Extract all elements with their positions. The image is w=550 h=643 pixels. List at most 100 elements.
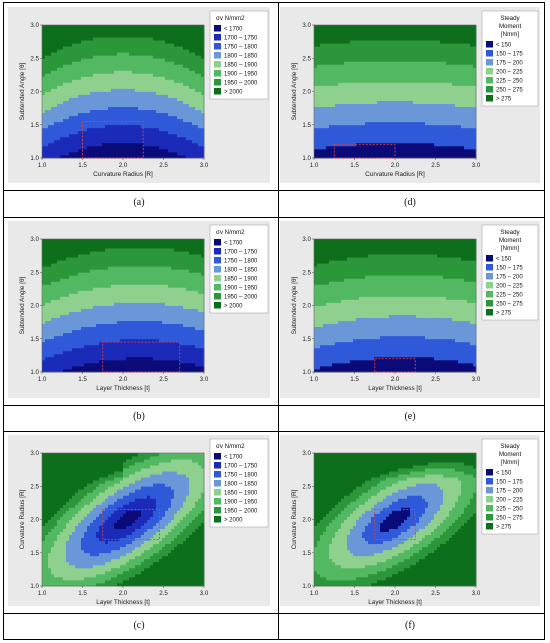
contour-cell: [449, 58, 453, 62]
contour-cell: [165, 148, 169, 153]
contour-cell: [377, 61, 381, 65]
contour-cell: [461, 106, 465, 111]
contour-cell: [344, 115, 348, 120]
contour-cell: [425, 82, 429, 86]
contour-cell: [45, 284, 49, 288]
contour-cell: [60, 121, 64, 126]
contour-cell: [449, 55, 453, 59]
contour-cell: [428, 73, 432, 77]
contour-cell: [413, 79, 417, 83]
contour-cell: [347, 154, 351, 159]
contour-cell: [111, 67, 115, 71]
contour-cell: [341, 139, 345, 144]
contour-cell: [449, 76, 453, 80]
contour-cell: [66, 25, 70, 29]
contour-cell: [356, 55, 360, 59]
contour-cell: [383, 70, 387, 74]
contour-cell: [353, 97, 357, 101]
contour-cell: [431, 58, 435, 62]
contour-cell: [428, 100, 432, 104]
contour-cell: [389, 124, 393, 129]
x-tick-label: 3.0: [472, 162, 481, 169]
contour-cell: [392, 100, 396, 104]
contour-cell: [117, 88, 121, 92]
contour-cell: [45, 248, 49, 252]
contour-cell: [467, 58, 471, 62]
contour-cell: [338, 133, 342, 138]
contour-cell: [416, 85, 420, 89]
contour-cell: [150, 46, 154, 50]
contour-cell: [455, 91, 459, 95]
contour-cell: [147, 112, 151, 117]
contour-cell: [96, 145, 100, 150]
contour-cell: [428, 55, 432, 59]
contour-cell: [458, 148, 462, 153]
contour-cell: [156, 34, 160, 38]
contour-cell: [180, 91, 184, 95]
contour-cell: [150, 67, 154, 71]
contour-cell: [162, 79, 166, 83]
contour-cell: [461, 58, 465, 62]
contour-cell: [168, 133, 172, 138]
contour-cell: [177, 31, 181, 35]
contour-cell: [380, 109, 384, 114]
contour-cell: [42, 344, 46, 349]
contour-cell: [341, 112, 345, 117]
contour-cell: [66, 70, 70, 74]
contour-cell: [422, 121, 426, 126]
contour-cell: [105, 133, 109, 138]
contour-cell: [446, 55, 450, 59]
contour-cell: [458, 31, 462, 35]
contour-cell: [171, 136, 175, 141]
contour-cell: [171, 103, 175, 108]
contour-cell: [377, 148, 381, 153]
contour-cell: [42, 347, 46, 352]
contour-cell: [48, 115, 52, 120]
contour-cell: [464, 70, 468, 74]
contour-cell: [473, 154, 477, 159]
contour-cell: [362, 94, 366, 98]
contour-cell: [407, 31, 411, 35]
contour-cell: [353, 37, 357, 41]
contour-cell: [365, 46, 369, 50]
contour-cell: [416, 94, 420, 98]
contour-cell: [156, 40, 160, 44]
contour-cell: [353, 133, 357, 138]
contour-cell: [395, 46, 399, 50]
contour-cell: [467, 25, 471, 29]
contour-cell: [470, 133, 474, 138]
contour-cell: [90, 34, 94, 38]
contour-cell: [87, 76, 91, 80]
contour-cell: [195, 112, 199, 117]
contour-cell: [458, 154, 462, 159]
contour-cell: [368, 106, 372, 111]
contour-cell: [51, 133, 55, 138]
contour-cell: [419, 100, 423, 104]
contour-cell: [353, 67, 357, 71]
contour-cell: [377, 118, 381, 123]
contour-cell: [135, 142, 139, 147]
contour-cell: [48, 335, 52, 340]
contour-cell: [350, 73, 354, 77]
contour-cell: [428, 70, 432, 74]
contour-cell: [449, 91, 453, 95]
legend-label: 1850 – 1900: [224, 63, 258, 69]
contour-cell: [359, 136, 363, 141]
contour-cell: [102, 88, 106, 92]
contour-cell: [42, 82, 46, 86]
y-axis-label: Subtended Angle [θ]: [19, 62, 26, 120]
contour-cell: [419, 37, 423, 41]
contour-cell: [326, 118, 330, 123]
contour-cell: [42, 341, 46, 346]
contour-cell: [401, 118, 405, 123]
contour-cell: [108, 151, 112, 156]
contour-cell: [117, 142, 121, 147]
contour-cell: [332, 148, 336, 153]
contour-cell: [159, 25, 163, 29]
contour-cell: [356, 46, 360, 50]
contour-cell: [114, 136, 118, 141]
contour-cell: [443, 136, 447, 141]
contour-cell: [120, 133, 124, 138]
contour-cell: [443, 82, 447, 86]
contour-cell: [81, 52, 85, 56]
